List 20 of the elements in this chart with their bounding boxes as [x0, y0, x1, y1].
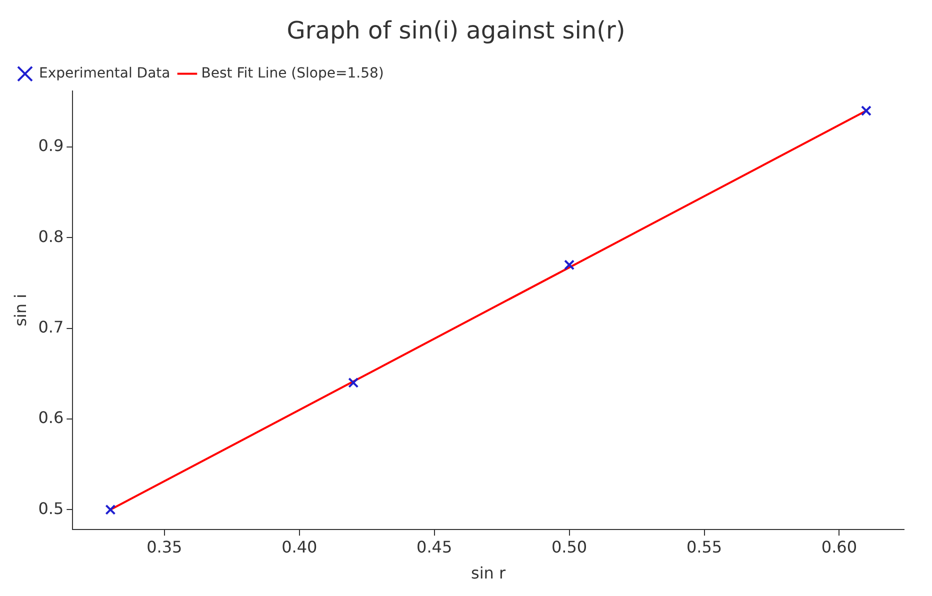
- y-tick-label: 0.6: [38, 408, 64, 428]
- point: [860, 106, 872, 116]
- y-tick-label: 0.7: [38, 317, 64, 336]
- x-tick-label: 0.35: [146, 537, 182, 556]
- x-tick-label: 0.45: [416, 537, 452, 556]
- legend-label: Experimental Data: [39, 65, 170, 82]
- legend-label: Best Fit Line (Slope=1.58): [201, 65, 384, 82]
- y-tick-label: 0.8: [38, 226, 64, 246]
- chart-title: Graph of sin(i) against sin(r): [286, 16, 626, 45]
- y-tick-label: 0.9: [38, 136, 64, 156]
- point: [348, 377, 359, 388]
- point: [105, 504, 116, 515]
- x-tick-label: 0.55: [686, 537, 722, 556]
- y-axis-title: sin i: [10, 294, 30, 326]
- x-tick-label: 0.40: [282, 537, 318, 556]
- y-tick-label: 0.5: [38, 498, 64, 518]
- x-axis-title: sin r: [471, 564, 506, 583]
- x-tick-label: 0.60: [821, 537, 858, 556]
- x-tick-label: 0.50: [551, 537, 588, 556]
- point: [564, 260, 575, 270]
